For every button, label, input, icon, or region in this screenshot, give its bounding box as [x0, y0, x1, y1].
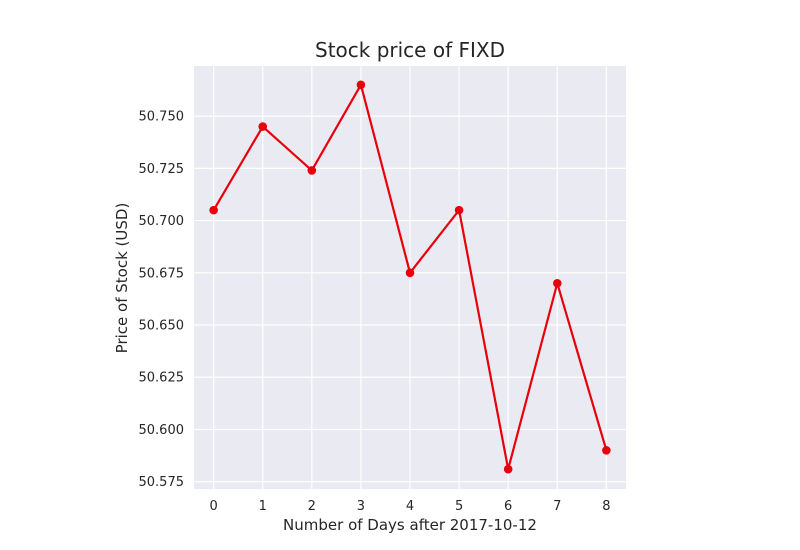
- x-tick-label: 1: [259, 499, 267, 514]
- y-tick-label: 50.650: [139, 319, 185, 334]
- x-tick-label: 7: [553, 499, 561, 514]
- x-tick-label: 0: [209, 499, 217, 514]
- y-tick-label: 50.625: [139, 371, 185, 386]
- x-tick-label: 3: [357, 499, 365, 514]
- x-tick-label: 5: [455, 499, 463, 514]
- data-point: [209, 205, 218, 215]
- data-point: [503, 464, 513, 474]
- y-tick-labels: 50.575 50.600 50.625 50.650 50.675 50.700 50.7…: [139, 110, 185, 491]
- data-point: [307, 166, 317, 175]
- y-tick-label: 50.750: [139, 110, 185, 125]
- x-axis-label: Number of Days after 2017-10-12: [283, 516, 537, 534]
- data-point: [405, 268, 415, 278]
- chart-title: Stock price of FIXD: [315, 38, 505, 62]
- x-tick-label: 2: [308, 499, 316, 514]
- x-tick-labels: 0 1 2 3 4 5 6 7 8: [209, 499, 610, 514]
- data-point: [356, 80, 366, 90]
- y-tick-label: 50.675: [139, 266, 185, 281]
- data-point: [454, 205, 464, 215]
- x-tick-label: 8: [602, 499, 610, 514]
- y-tick-label: 50.700: [139, 214, 185, 229]
- y-tick-label: 50.725: [139, 162, 185, 177]
- data-point: [258, 122, 268, 131]
- y-axis-label: Price of Stock (USD): [113, 203, 131, 354]
- x-tick-label: 4: [406, 499, 414, 514]
- data-point: [552, 278, 562, 288]
- y-tick-label: 50.600: [139, 423, 185, 438]
- data-point: [602, 446, 611, 455]
- series-layer: [209, 80, 611, 474]
- y-tick-label: 50.575: [139, 475, 185, 490]
- x-tick-label: 6: [504, 499, 512, 514]
